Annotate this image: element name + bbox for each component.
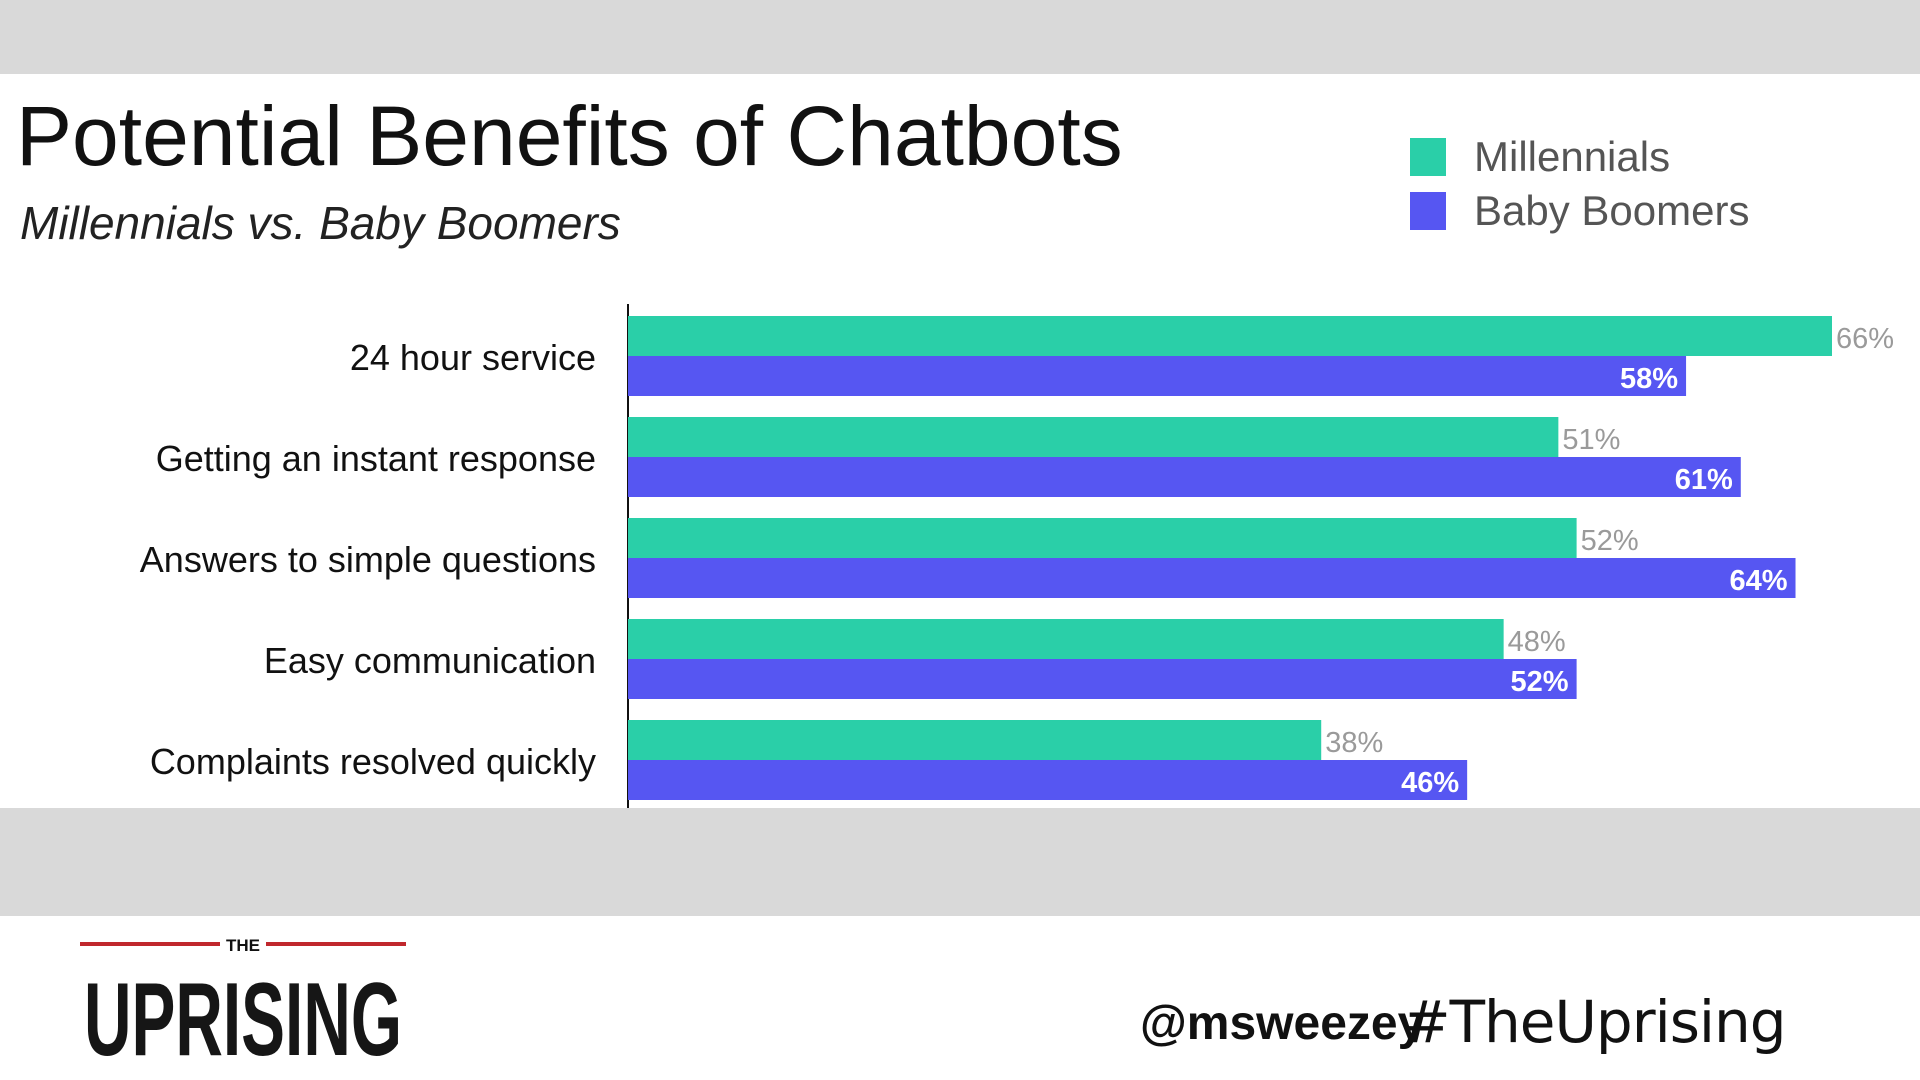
chart-legend: Millennials Baby Boomers — [1410, 130, 1749, 238]
legend-item-baby-boomers: Baby Boomers — [1410, 184, 1749, 238]
legend-swatch-millennials — [1410, 138, 1446, 176]
uprising-logo: THE UPRISING — [80, 936, 406, 1070]
logo-main-text: UPRISING — [84, 962, 402, 1070]
logo-top-text: THE — [226, 936, 260, 955]
bar-baby-boomers — [628, 760, 1468, 800]
data-label-baby-boomers: 64% — [1729, 565, 1787, 597]
hashtag: #TheUprising — [1402, 988, 1787, 1056]
bar-chart: 24 hour service 66% 58% Getting an instant … — [140, 304, 1894, 808]
data-label-millennials: 51% — [1562, 424, 1620, 456]
bar-baby-boomers — [628, 659, 1577, 699]
data-label-millennials: 66% — [1836, 323, 1894, 355]
chart-subtitle: Millennials vs. Baby Boomers — [20, 197, 621, 249]
category-label: Complaints resolved quickly — [150, 741, 596, 782]
data-label-baby-boomers: 46% — [1401, 767, 1459, 799]
bar-millennials — [628, 316, 1832, 356]
bar-baby-boomers — [628, 356, 1687, 396]
legend-item-millennials: Millennials — [1410, 130, 1749, 184]
bar-baby-boomers — [628, 558, 1796, 598]
twitter-handle: @msweezey — [1140, 997, 1425, 1050]
category-label: 24 hour service — [350, 337, 596, 378]
legend-label-baby-boomers: Baby Boomers — [1474, 187, 1750, 234]
data-label-millennials: 38% — [1325, 727, 1383, 759]
top-band — [0, 0, 1920, 74]
category-label: Easy communication — [264, 640, 596, 681]
bar-millennials — [628, 518, 1577, 558]
bar-baby-boomers — [628, 457, 1741, 497]
data-label-millennials: 52% — [1581, 525, 1639, 557]
category-label: Answers to simple questions — [140, 539, 596, 580]
data-label-millennials: 48% — [1508, 626, 1566, 658]
data-label-baby-boomers: 61% — [1675, 464, 1733, 496]
bar-millennials — [628, 417, 1559, 457]
category-label: Getting an instant response — [156, 438, 596, 479]
legend-swatch-baby-boomers — [1410, 192, 1446, 230]
bar-millennials — [628, 619, 1504, 659]
bottom-band — [0, 808, 1920, 916]
chart-title: Potential Benefits of Chatbots — [16, 89, 1123, 183]
data-label-baby-boomers: 58% — [1620, 363, 1678, 395]
bar-millennials — [628, 720, 1322, 760]
legend-label-millennials: Millennials — [1474, 133, 1671, 180]
data-label-baby-boomers: 52% — [1511, 666, 1569, 698]
